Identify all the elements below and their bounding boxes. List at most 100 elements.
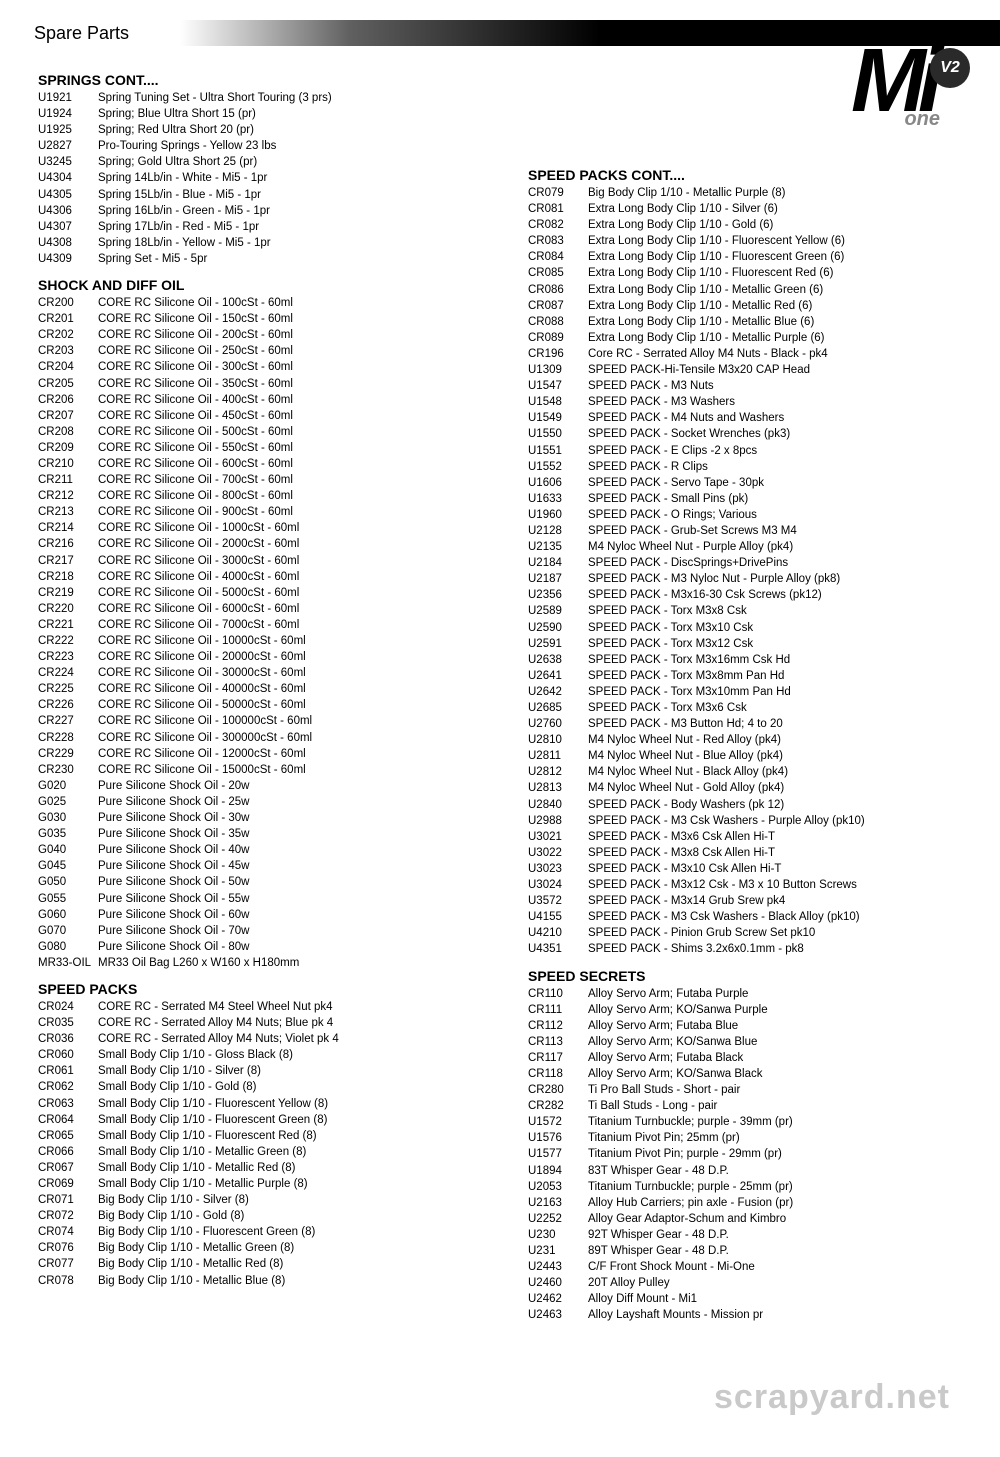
item-code: U231 (528, 1243, 588, 1259)
list-item: CR205CORE RC Silicone Oil - 350cSt - 60m… (30, 376, 480, 392)
list-item: U189483T Whisper Gear - 48 D.P. (520, 1163, 970, 1179)
item-description: Spring 18Lb/in - Yellow - Mi5 - 1pr (98, 235, 480, 251)
item-code: CR110 (528, 986, 588, 1002)
item-description: Small Body Clip 1/10 - Metallic Green (8… (98, 1144, 480, 1160)
item-description: SPEED PACK - DiscSprings+DrivePins (588, 555, 970, 571)
list-item: CR088Extra Long Body Clip 1/10 - Metalli… (520, 314, 970, 330)
item-description: Pure Silicone Shock Oil - 55w (98, 891, 480, 907)
list-item: U3572SPEED PACK - M3x14 Grub Srew pk4 (520, 893, 970, 909)
list-item: G080Pure Silicone Shock Oil - 80w (30, 939, 480, 955)
list-item: CR074Big Body Clip 1/10 - Fluorescent Gr… (30, 1224, 480, 1240)
item-code: U2827 (38, 138, 98, 154)
item-description: CORE RC Silicone Oil - 500cSt - 60ml (98, 424, 480, 440)
list-item: U2810M4 Nyloc Wheel Nut - Red Alloy (pk4… (520, 732, 970, 748)
list-item: CR082Extra Long Body Clip 1/10 - Gold (6… (520, 217, 970, 233)
item-description: CORE RC Silicone Oil - 100cSt - 60ml (98, 295, 480, 311)
list-item: G035Pure Silicone Shock Oil - 35w (30, 826, 480, 842)
list-item: U4155SPEED PACK - M3 Csk Washers - Black… (520, 909, 970, 925)
item-code: CR225 (38, 681, 98, 697)
item-description: Alloy Servo Arm; KO/Sanwa Purple (588, 1002, 970, 1018)
item-code: CR076 (38, 1240, 98, 1256)
item-description: CORE RC Silicone Oil - 350cSt - 60ml (98, 376, 480, 392)
item-code: CR079 (528, 185, 588, 201)
list-item: CR206CORE RC Silicone Oil - 400cSt - 60m… (30, 392, 480, 408)
list-item: CR202CORE RC Silicone Oil - 200cSt - 60m… (30, 327, 480, 343)
item-code: CR282 (528, 1098, 588, 1114)
list-item: CR216CORE RC Silicone Oil - 2000cSt - 60… (30, 536, 480, 552)
left-column: SPRINGS CONT....U1921Spring Tuning Set -… (30, 62, 480, 1323)
list-item: U1309SPEED PACK-Hi-Tensile M3x20 CAP Hea… (520, 362, 970, 378)
item-description: SPEED PACK - M3x12 Csk - M3 x 10 Button … (588, 877, 970, 893)
item-description: Alloy Hub Carriers; pin axle - Fusion (p… (588, 1195, 970, 1211)
item-code: CR216 (38, 536, 98, 552)
item-code: CR062 (38, 1079, 98, 1095)
item-description: SPEED PACK - R Clips (588, 459, 970, 475)
list-item: U2812M4 Nyloc Wheel Nut - Black Alloy (p… (520, 764, 970, 780)
item-code: U2135 (528, 539, 588, 555)
item-description: SPEED PACK - M3 Csk Washers - Black Allo… (588, 909, 970, 925)
item-code: U2128 (528, 523, 588, 539)
item-code: G030 (38, 810, 98, 826)
list-item: U1633SPEED PACK - Small Pins (pk) (520, 491, 970, 507)
item-code: U2840 (528, 797, 588, 813)
list-item: CR118Alloy Servo Arm; KO/Sanwa Black (520, 1066, 970, 1082)
item-description: CORE RC Silicone Oil - 5000cSt - 60ml (98, 585, 480, 601)
item-code: CR208 (38, 424, 98, 440)
list-item: U1547SPEED PACK - M3 Nuts (520, 378, 970, 394)
list-item: U3022SPEED PACK - M3x8 Csk Allen Hi-T (520, 845, 970, 861)
item-description: Alloy Servo Arm; KO/Sanwa Black (588, 1066, 970, 1082)
item-code: CR204 (38, 359, 98, 375)
item-description: Alloy Servo Arm; Futaba Blue (588, 1018, 970, 1034)
item-code: U1606 (528, 475, 588, 491)
item-description: Pure Silicone Shock Oil - 50w (98, 874, 480, 890)
list-item: CR081Extra Long Body Clip 1/10 - Silver … (520, 201, 970, 217)
item-description: Small Body Clip 1/10 - Gloss Black (8) (98, 1047, 480, 1063)
item-code: CR117 (528, 1050, 588, 1066)
item-code: CR077 (38, 1256, 98, 1272)
list-item: U2813M4 Nyloc Wheel Nut - Gold Alloy (pk… (520, 780, 970, 796)
item-description: CORE RC Silicone Oil - 900cSt - 60ml (98, 504, 480, 520)
item-code: CR024 (38, 999, 98, 1015)
list-item: U1576Titanium Pivot Pin; 25mm (pr) (520, 1130, 970, 1146)
item-code: CR066 (38, 1144, 98, 1160)
item-description: Extra Long Body Clip 1/10 - Silver (6) (588, 201, 970, 217)
item-description: SPEED PACK - M4 Nuts and Washers (588, 410, 970, 426)
page-title: Spare Parts (30, 20, 970, 44)
item-description: M4 Nyloc Wheel Nut - Purple Alloy (pk4) (588, 539, 970, 555)
list-item: G030Pure Silicone Shock Oil - 30w (30, 810, 480, 826)
item-description: CORE RC - Serrated M4 Steel Wheel Nut pk… (98, 999, 480, 1015)
item-code: CR207 (38, 408, 98, 424)
item-code: CR218 (38, 569, 98, 585)
item-code: CR081 (528, 201, 588, 217)
list-item: U3023SPEED PACK - M3x10 Csk Allen Hi-T (520, 861, 970, 877)
item-code: U2163 (528, 1195, 588, 1211)
item-code: CR078 (38, 1273, 98, 1289)
list-item: CR112Alloy Servo Arm; Futaba Blue (520, 1018, 970, 1034)
item-code: U2811 (528, 748, 588, 764)
list-item: U2760SPEED PACK - M3 Button Hd; 4 to 20 (520, 716, 970, 732)
list-item: MR33-OILMR33 Oil Bag L260 x W160 x H180m… (30, 955, 480, 971)
item-description: CORE RC Silicone Oil - 10000cSt - 60ml (98, 633, 480, 649)
list-item: CR111Alloy Servo Arm; KO/Sanwa Purple (520, 1002, 970, 1018)
list-item: U1921Spring Tuning Set - Ultra Short Tou… (30, 90, 480, 106)
item-code: CR113 (528, 1034, 588, 1050)
item-code: U2184 (528, 555, 588, 571)
item-code: CR221 (38, 617, 98, 633)
section-title: SPEED PACKS CONT.... (520, 167, 970, 183)
item-description: Alloy Gear Adaptor-Schum and Kimbro (588, 1211, 970, 1227)
item-code: CR219 (38, 585, 98, 601)
item-description: Spring 17Lb/in - Red - Mi5 - 1pr (98, 219, 480, 235)
item-description: Pure Silicone Shock Oil - 80w (98, 939, 480, 955)
list-item: CR220CORE RC Silicone Oil - 6000cSt - 60… (30, 601, 480, 617)
list-item: G070Pure Silicone Shock Oil - 70w (30, 923, 480, 939)
list-item: U1548SPEED PACK - M3 Washers (520, 394, 970, 410)
item-description: SPEED PACK - M3x16-30 Csk Screws (pk12) (588, 587, 970, 603)
item-code: CR118 (528, 1066, 588, 1082)
item-description: CORE RC Silicone Oil - 4000cSt - 60ml (98, 569, 480, 585)
list-item: U2252Alloy Gear Adaptor-Schum and Kimbro (520, 1211, 970, 1227)
list-item: U1960SPEED PACK - O Rings; Various (520, 507, 970, 523)
list-item: U246020T Alloy Pulley (520, 1275, 970, 1291)
item-description: CORE RC Silicone Oil - 150cSt - 60ml (98, 311, 480, 327)
item-code: U1309 (528, 362, 588, 378)
item-code: U1572 (528, 1114, 588, 1130)
